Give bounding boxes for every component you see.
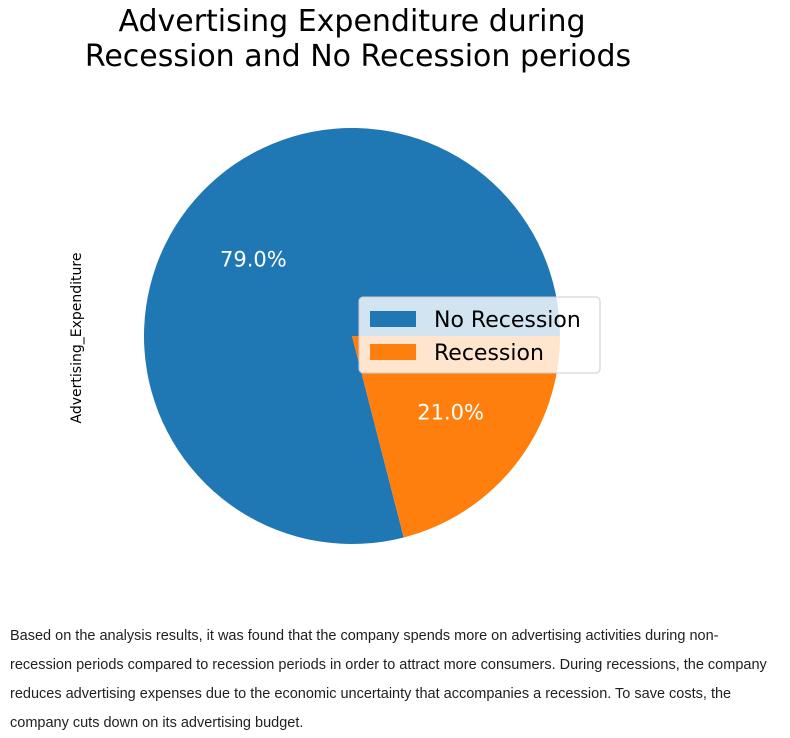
pie-labels: 79.0% 21.0% [220, 248, 484, 425]
pie-percent-label-recession: 21.0% [417, 400, 484, 424]
chart-title-line-1: Advertising Expenditure during [118, 4, 585, 39]
legend-frame [358, 296, 601, 374]
legend: No Recession Recession [358, 296, 601, 374]
pie-percent-label-no-recession: 79.0% [220, 248, 287, 272]
pie-slices [144, 128, 560, 545]
legend-swatch-no-recession [370, 311, 416, 327]
analysis-description: Based on the analysis results, it was fo… [10, 628, 767, 731]
chart-title-line-2: Recession and No Recession periods [85, 39, 631, 74]
legend-label-no-recession: No Recession [434, 308, 581, 333]
pie-slice-no-recession [144, 128, 560, 545]
y-axis-label: Advertising_Expenditure [69, 253, 85, 424]
legend-swatch-recession [370, 344, 416, 360]
legend-label-recession: Recession [434, 341, 544, 366]
pie-chart: Advertising Expenditure during Recession… [69, 4, 631, 545]
pie-slice-recession [352, 336, 560, 538]
